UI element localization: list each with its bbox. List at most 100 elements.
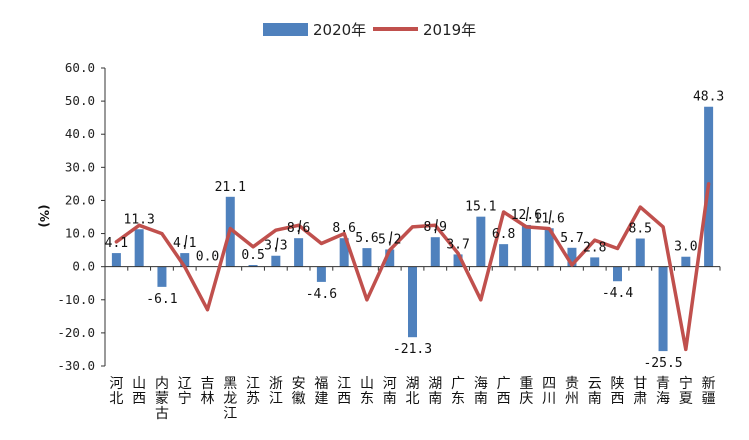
- category-label: 贵州: [565, 376, 579, 407]
- category-char: 庆: [519, 391, 533, 407]
- category-label: 云南: [588, 376, 602, 407]
- category-char: 安: [292, 376, 306, 392]
- data-label: 8.6: [332, 221, 355, 236]
- line-point: [707, 182, 711, 186]
- category-char: 四: [542, 376, 556, 392]
- category-char: 江: [269, 391, 283, 407]
- category-label: 四川: [542, 376, 556, 407]
- category-char: 苏: [246, 391, 260, 407]
- data-label: 4.1: [173, 236, 196, 251]
- bar: [385, 249, 395, 267]
- bar: [430, 237, 440, 267]
- category-char: 夏: [679, 391, 693, 407]
- bar: [294, 238, 304, 267]
- category-char: 徽: [292, 391, 306, 407]
- category-char: 东: [360, 391, 374, 407]
- category-char: 林: [201, 391, 215, 407]
- leader-line: [548, 210, 552, 225]
- line-series-2019: [114, 182, 711, 352]
- data-label: 15.1: [465, 200, 496, 215]
- bar: [476, 216, 486, 267]
- category-char: 浙: [269, 376, 283, 392]
- category-char: 西: [611, 391, 625, 407]
- data-label: 5.7: [560, 231, 583, 246]
- category-char: 辽: [178, 376, 192, 392]
- data-label: 5.6: [355, 231, 378, 246]
- data-label: 3.0: [674, 240, 697, 255]
- data-label: -4.6: [306, 287, 337, 302]
- category-label: 山西: [132, 376, 146, 407]
- data-label: 4.1: [105, 236, 128, 251]
- category-char: 东: [451, 391, 465, 407]
- category-char: 湖: [406, 376, 420, 392]
- line-point: [365, 298, 369, 302]
- y-axis-label: (%): [37, 205, 51, 228]
- category-label: 山东: [360, 376, 374, 407]
- category-label: 陕西: [611, 376, 625, 407]
- category-char: 贵: [565, 376, 579, 392]
- line-point: [593, 238, 597, 242]
- category-label: 江西: [337, 376, 351, 407]
- data-label: -4.4: [602, 286, 633, 301]
- label-leader-lines: [184, 206, 552, 252]
- category-char: 西: [337, 391, 351, 407]
- bar: [339, 238, 349, 267]
- bar: [590, 257, 600, 267]
- line-point: [502, 210, 506, 214]
- category-char: 北: [109, 391, 123, 407]
- leader-line: [389, 231, 393, 246]
- bar: [362, 248, 372, 267]
- category-char: 广: [497, 376, 511, 392]
- legend-label-2019: 2019年: [423, 21, 476, 39]
- category-char: 海: [656, 391, 670, 407]
- y-tick-label: 0.0: [72, 259, 95, 274]
- data-label: 48.3: [693, 90, 724, 105]
- category-char: 黑: [223, 376, 237, 392]
- legend-label-2020: 2020年: [313, 21, 366, 39]
- category-char: 吉: [201, 376, 215, 392]
- category-char: 宁: [178, 390, 192, 407]
- bar: [408, 266, 417, 338]
- category-label: 河北: [109, 376, 123, 407]
- leader-line: [184, 235, 188, 250]
- data-label: 6.8: [492, 227, 515, 242]
- line-point: [274, 228, 278, 232]
- bar: [521, 224, 531, 267]
- line-point: [479, 298, 483, 302]
- category-char: 龙: [223, 391, 237, 407]
- category-char: 南: [383, 391, 397, 407]
- category-char: 重: [519, 376, 533, 392]
- data-label: 11.6: [534, 211, 565, 226]
- y-tick-label: 60.0: [65, 60, 95, 75]
- data-label: -25.5: [643, 356, 682, 371]
- category-char: 江: [223, 406, 237, 422]
- y-tick-label: 30.0: [65, 159, 95, 174]
- bar: [635, 238, 645, 267]
- line-point: [570, 263, 574, 267]
- data-label: 21.1: [215, 180, 246, 195]
- y-tick-label: 50.0: [65, 93, 95, 108]
- data-label: -21.3: [393, 342, 432, 357]
- category-char: 古: [155, 406, 169, 422]
- leader-line: [275, 237, 279, 252]
- category-label: 广西: [497, 376, 511, 407]
- category-char: 南: [428, 391, 442, 407]
- category-char: 广: [451, 376, 465, 392]
- bar: [544, 228, 554, 267]
- category-label: 内蒙古: [155, 376, 169, 422]
- line-point: [411, 225, 414, 229]
- line-point: [388, 248, 392, 252]
- line-point: [183, 265, 187, 269]
- category-label: 广东: [451, 376, 465, 407]
- category-char: 新: [702, 376, 716, 392]
- line-point: [638, 205, 642, 209]
- category-label: 重庆: [519, 376, 533, 407]
- category-char: 江: [246, 376, 260, 392]
- bar: [180, 253, 190, 267]
- data-label: 0.5: [241, 248, 264, 263]
- bar: [157, 266, 167, 287]
- category-label: 吉林: [201, 376, 215, 407]
- data-label: 8.5: [629, 222, 652, 237]
- category-char: 肃: [633, 391, 647, 407]
- category-char: 宁: [679, 375, 693, 392]
